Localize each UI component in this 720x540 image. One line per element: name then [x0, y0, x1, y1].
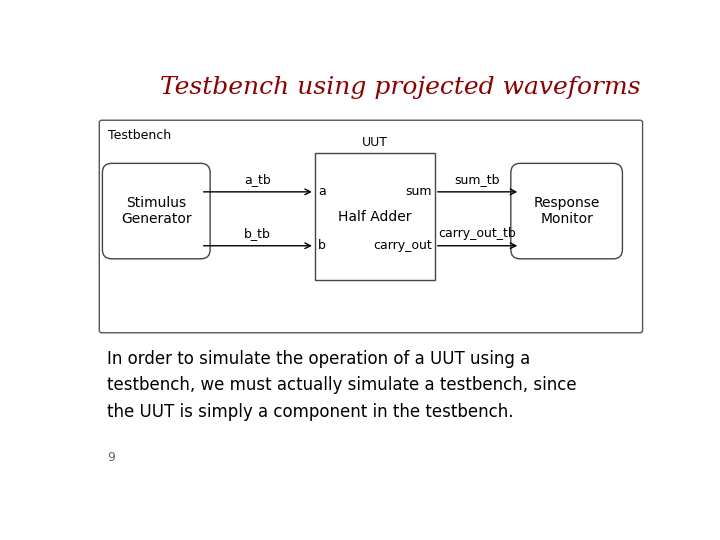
Text: In order to simulate the operation of a UUT using a
testbench, we must actually : In order to simulate the operation of a … [107, 350, 577, 421]
Text: b_tb: b_tb [244, 227, 271, 240]
FancyBboxPatch shape [102, 164, 210, 259]
Text: Response
Monitor: Response Monitor [534, 196, 600, 226]
Text: sum_tb: sum_tb [455, 173, 500, 186]
Text: Testbench using projected waveforms: Testbench using projected waveforms [160, 76, 640, 99]
Text: b: b [318, 239, 325, 252]
Text: Half Adder: Half Adder [338, 210, 412, 224]
Text: a: a [318, 185, 325, 198]
FancyBboxPatch shape [99, 120, 642, 333]
Text: carry_out_tb: carry_out_tb [438, 227, 516, 240]
Text: Testbench: Testbench [108, 129, 171, 141]
Text: a_tb: a_tb [244, 173, 271, 186]
Text: carry_out: carry_out [373, 239, 432, 252]
Bar [315, 153, 435, 280]
FancyBboxPatch shape [510, 164, 622, 259]
Text: Stimulus
Generator: Stimulus Generator [121, 196, 192, 226]
Text: 9: 9 [107, 451, 115, 464]
Text: sum: sum [405, 185, 432, 198]
Text: UUT: UUT [362, 136, 388, 148]
